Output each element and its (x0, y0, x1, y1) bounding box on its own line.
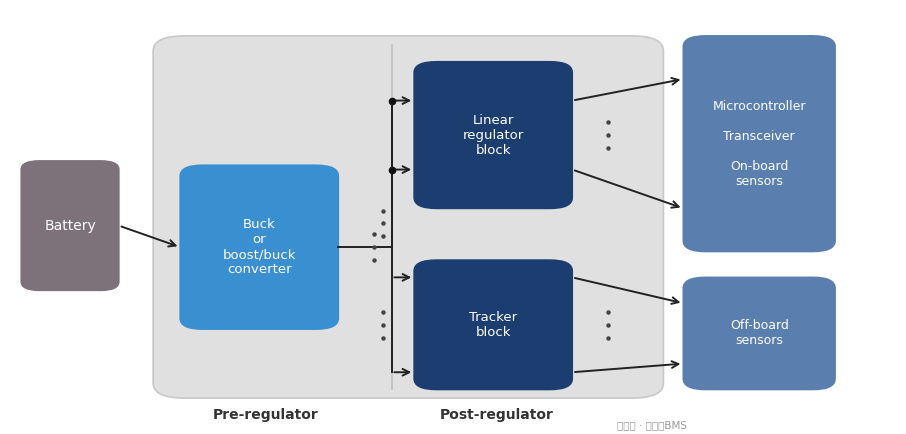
Text: Off-board
sensors: Off-board sensors (729, 319, 788, 348)
Text: Linear
regulator
block: Linear regulator block (463, 114, 524, 157)
FancyBboxPatch shape (153, 36, 663, 398)
Text: Buck
or
boost/buck
converter: Buck or boost/buck converter (223, 218, 296, 276)
Text: Post-regulator: Post-regulator (439, 408, 554, 422)
Text: Battery: Battery (44, 219, 96, 233)
FancyBboxPatch shape (414, 260, 573, 389)
FancyBboxPatch shape (683, 277, 835, 389)
FancyBboxPatch shape (180, 165, 338, 329)
FancyBboxPatch shape (21, 161, 119, 290)
FancyBboxPatch shape (414, 62, 573, 208)
Text: 公众号 · 新能源BMS: 公众号 · 新能源BMS (617, 421, 687, 431)
Text: Microcontroller

Transceiver

On-board
sensors: Microcontroller Transceiver On-board sen… (712, 100, 806, 187)
FancyBboxPatch shape (683, 36, 835, 251)
Text: Pre-regulator: Pre-regulator (212, 408, 318, 422)
Text: Tracker
block: Tracker block (469, 311, 517, 339)
